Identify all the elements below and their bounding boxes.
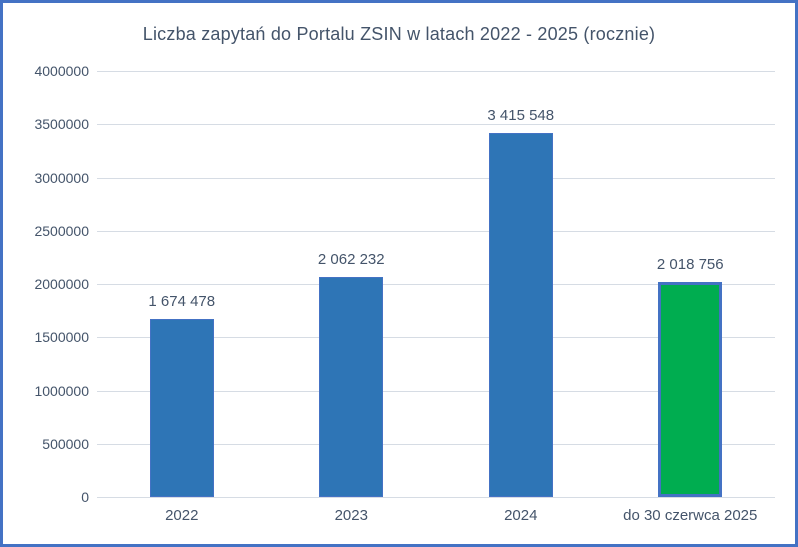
- x-axis-tick-label: 2022: [165, 507, 199, 524]
- gridline: [97, 177, 775, 179]
- y-axis-tick-label: 2000000: [34, 276, 89, 292]
- bar-value-label: 1 674 478: [148, 292, 216, 310]
- y-axis-tick-label: 4000000: [34, 63, 89, 79]
- x-axis-tick-label: 2023: [334, 507, 368, 524]
- bar-do-30-czerwca-2025: [658, 282, 723, 497]
- gridline: [97, 497, 775, 498]
- gridline: [97, 71, 775, 72]
- y-axis-tick-label: 2500000: [34, 222, 89, 239]
- x-axis: 2022 2023 2024 do 30 czerwca 2025: [97, 508, 775, 532]
- bar-2023: [319, 277, 384, 497]
- gridline: [97, 337, 775, 339]
- y-axis-tick-label: 500000: [42, 435, 89, 452]
- gridline: [97, 124, 775, 126]
- y-axis: 0 500000 1000000 1500000 2000000 2500000 30000…: [3, 64, 89, 504]
- chart-title: Liczba zapytań do Portalu ZSIN w latach …: [142, 24, 656, 44]
- bar-value-label: 2 018 756: [656, 256, 724, 274]
- bar-2024: [488, 133, 553, 497]
- y-axis-tick-label: 3500000: [34, 116, 89, 133]
- gridline: [97, 230, 775, 232]
- bar-2022: [149, 318, 214, 497]
- x-axis-tick-label: 2024: [504, 507, 538, 524]
- x-axis-tick-label: do 30 czerwca 2025: [623, 507, 758, 524]
- gridline: [97, 284, 775, 285]
- bar-value-label: 3 415 548: [487, 107, 555, 125]
- gridline: [97, 390, 775, 392]
- y-axis-tick-label: 1000000: [34, 382, 89, 399]
- y-axis-tick-label: 3000000: [34, 169, 89, 186]
- plot-area: 1 674 478 2 062 232 3 415 548 2 018 756: [97, 71, 775, 498]
- gridline: [97, 443, 775, 445]
- bar-value-label: 2 062 232: [317, 251, 385, 269]
- y-axis-tick-label: 0: [81, 489, 89, 505]
- y-axis-tick-label: 1500000: [34, 329, 89, 346]
